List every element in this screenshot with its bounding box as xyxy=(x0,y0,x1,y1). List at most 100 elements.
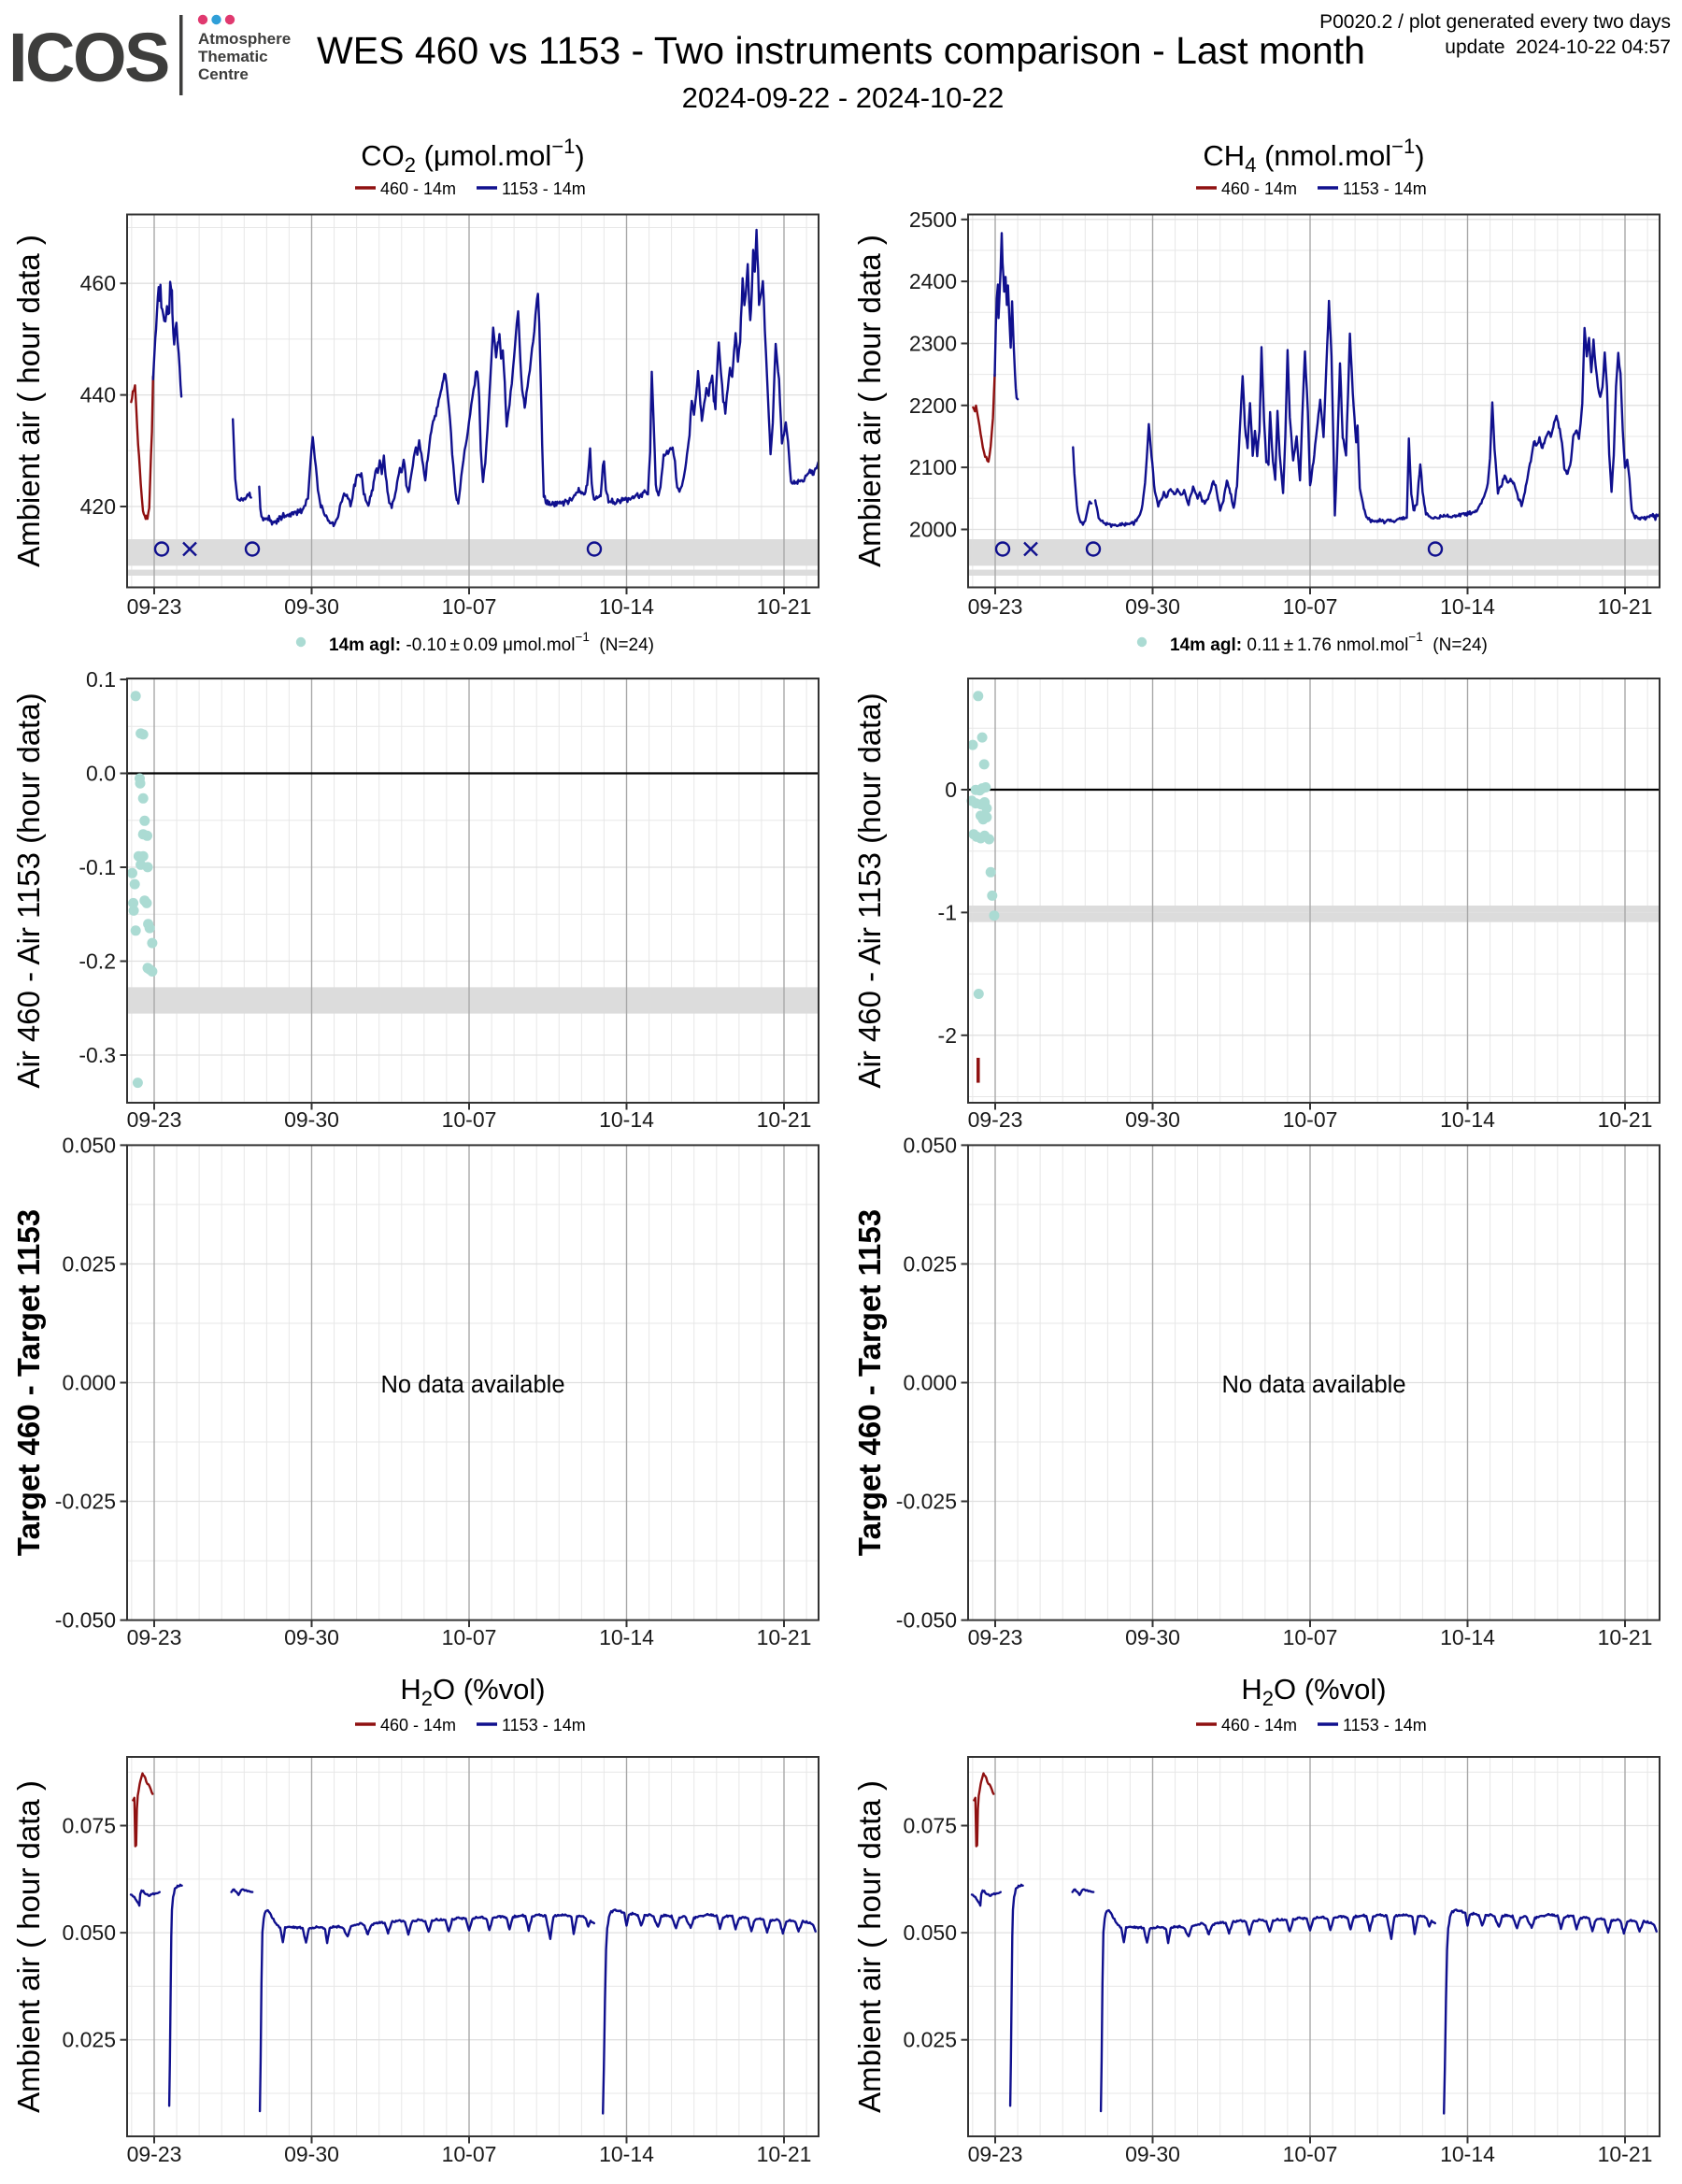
svg-text:10-21: 10-21 xyxy=(757,594,812,619)
svg-text:0.025: 0.025 xyxy=(903,1252,957,1277)
svg-text:-0.025: -0.025 xyxy=(55,1490,116,1514)
svg-text:Ambient air ( hour data ): Ambient air ( hour data ) xyxy=(852,235,887,567)
svg-text:2024-09-22 - 2024-10-22: 2024-09-22 - 2024-10-22 xyxy=(682,81,1005,114)
svg-text:0.025: 0.025 xyxy=(62,2028,116,2052)
svg-text:-0.050: -0.050 xyxy=(896,1608,957,1633)
svg-text:0.075: 0.075 xyxy=(62,1814,116,1838)
svg-text:09-30: 09-30 xyxy=(284,2142,339,2166)
svg-text:2300: 2300 xyxy=(909,332,957,356)
svg-text:0.025: 0.025 xyxy=(62,1252,116,1277)
svg-text:10-07: 10-07 xyxy=(1283,594,1338,619)
svg-text:10-07: 10-07 xyxy=(442,594,497,619)
svg-text:420: 420 xyxy=(80,494,116,519)
svg-text:09-30: 09-30 xyxy=(284,1625,339,1649)
svg-text:09-23: 09-23 xyxy=(968,594,1023,619)
svg-text:update 2024-10-22 04:57: update 2024-10-22 04:57 xyxy=(1445,36,1671,58)
svg-text:10-07: 10-07 xyxy=(442,1107,497,1132)
svg-text:-0.025: -0.025 xyxy=(896,1490,957,1514)
svg-text:1153 - 14m: 1153 - 14m xyxy=(1343,1716,1427,1734)
svg-text:Air 460 - Air 1153 (hour data): Air 460 - Air 1153 (hour data) xyxy=(11,692,46,1088)
svg-text:10-14: 10-14 xyxy=(599,2142,654,2166)
svg-text:0.0: 0.0 xyxy=(86,762,116,786)
svg-text:09-30: 09-30 xyxy=(1125,1625,1180,1649)
svg-text:460: 460 xyxy=(80,271,116,295)
svg-text:Target 460 - Target 1153: Target 460 - Target 1153 xyxy=(852,1209,887,1556)
svg-text:-0.1: -0.1 xyxy=(78,855,116,879)
svg-text:ICOS: ICOS xyxy=(8,19,168,96)
svg-text:P0020.2 / plot generated every: P0020.2 / plot generated every two days xyxy=(1319,11,1671,33)
svg-text:0.025: 0.025 xyxy=(903,2028,957,2052)
svg-text:10-14: 10-14 xyxy=(599,1107,654,1132)
svg-text:460 - 14m: 460 - 14m xyxy=(1221,179,1297,198)
svg-text:10-14: 10-14 xyxy=(1440,2142,1495,2166)
svg-text:10-14: 10-14 xyxy=(1440,1107,1495,1132)
svg-text:460 - 14m: 460 - 14m xyxy=(1221,1716,1297,1734)
svg-text:09-30: 09-30 xyxy=(284,594,339,619)
svg-text:460 - 14m: 460 - 14m xyxy=(380,1716,456,1734)
svg-text:Centre: Centre xyxy=(198,65,249,83)
svg-text:1153 - 14m: 1153 - 14m xyxy=(502,179,586,198)
svg-text:0.1: 0.1 xyxy=(86,667,116,692)
svg-text:Atmosphere: Atmosphere xyxy=(198,30,291,48)
svg-text:09-30: 09-30 xyxy=(1125,594,1180,619)
svg-text:2000: 2000 xyxy=(909,518,957,542)
svg-text:0.000: 0.000 xyxy=(62,1371,116,1395)
svg-text:-0.3: -0.3 xyxy=(78,1043,116,1067)
svg-text:09-23: 09-23 xyxy=(127,594,182,619)
svg-text:09-23: 09-23 xyxy=(968,1107,1023,1132)
svg-text:09-30: 09-30 xyxy=(1125,1107,1180,1132)
svg-text:10-07: 10-07 xyxy=(1283,1107,1338,1132)
svg-text:10-21: 10-21 xyxy=(1598,1107,1653,1132)
svg-text:10-21: 10-21 xyxy=(1598,2142,1653,2166)
svg-text:-0.050: -0.050 xyxy=(55,1608,116,1633)
svg-text:10-14: 10-14 xyxy=(1440,1625,1495,1649)
svg-text:09-23: 09-23 xyxy=(968,2142,1023,2166)
svg-text:WES 460 vs 1153 - Two instrume: WES 460 vs 1153 - Two instruments compar… xyxy=(317,29,1365,72)
svg-text:-1: -1 xyxy=(938,900,957,924)
svg-text:10-21: 10-21 xyxy=(757,1107,812,1132)
svg-text:No data available: No data available xyxy=(380,1372,564,1398)
svg-text:09-30: 09-30 xyxy=(284,1107,339,1132)
svg-text:09-30: 09-30 xyxy=(1125,2142,1180,2166)
svg-text:10-21: 10-21 xyxy=(757,1625,812,1649)
svg-text:-0.2: -0.2 xyxy=(78,949,116,974)
svg-text:0.050: 0.050 xyxy=(903,1133,957,1157)
svg-text:0.050: 0.050 xyxy=(62,1133,116,1157)
svg-text:-2: -2 xyxy=(938,1023,957,1048)
svg-text:CO2 (μmol.mol−1): CO2 (μmol.mol−1) xyxy=(361,135,584,177)
svg-text:09-23: 09-23 xyxy=(127,1107,182,1132)
svg-text:0.000: 0.000 xyxy=(903,1371,957,1395)
svg-text:10-07: 10-07 xyxy=(442,2142,497,2166)
svg-text:10-21: 10-21 xyxy=(757,2142,812,2166)
svg-text:10-14: 10-14 xyxy=(599,594,654,619)
svg-text:0.050: 0.050 xyxy=(903,1920,957,1945)
svg-text:1153 - 14m: 1153 - 14m xyxy=(1343,179,1427,198)
svg-text:10-21: 10-21 xyxy=(1598,1625,1653,1649)
svg-text:Ambient air ( hour data ): Ambient air ( hour data ) xyxy=(11,1780,46,2113)
svg-text:10-14: 10-14 xyxy=(1440,594,1495,619)
svg-text:10-07: 10-07 xyxy=(1283,2142,1338,2166)
svg-text:0.075: 0.075 xyxy=(903,1814,957,1838)
svg-text:Thematic: Thematic xyxy=(198,48,268,65)
svg-text:2500: 2500 xyxy=(909,207,957,232)
svg-text:09-23: 09-23 xyxy=(127,2142,182,2166)
svg-text:09-23: 09-23 xyxy=(968,1625,1023,1649)
svg-text:460 - 14m: 460 - 14m xyxy=(380,179,456,198)
svg-text:Ambient air ( hour data ): Ambient air ( hour data ) xyxy=(11,235,46,567)
svg-text:0: 0 xyxy=(945,778,957,802)
svg-text:10-14: 10-14 xyxy=(599,1625,654,1649)
svg-text:No data available: No data available xyxy=(1221,1372,1405,1398)
svg-text:09-23: 09-23 xyxy=(127,1625,182,1649)
svg-text:Ambient air ( hour data ): Ambient air ( hour data ) xyxy=(852,1780,887,2113)
svg-text:Air 460 - Air 1153 (hour data): Air 460 - Air 1153 (hour data) xyxy=(852,692,887,1088)
svg-text:10-07: 10-07 xyxy=(442,1625,497,1649)
svg-text:440: 440 xyxy=(80,383,116,407)
svg-text:2200: 2200 xyxy=(909,393,957,418)
svg-text:1153 - 14m: 1153 - 14m xyxy=(502,1716,586,1734)
svg-text:CH4 (nmol.mol−1): CH4 (nmol.mol−1) xyxy=(1203,135,1424,177)
svg-text:10-21: 10-21 xyxy=(1598,594,1653,619)
svg-text:Target 460 - Target 1153: Target 460 - Target 1153 xyxy=(11,1209,46,1556)
svg-text:10-07: 10-07 xyxy=(1283,1625,1338,1649)
svg-text:2400: 2400 xyxy=(909,269,957,293)
svg-text:0.050: 0.050 xyxy=(62,1920,116,1945)
